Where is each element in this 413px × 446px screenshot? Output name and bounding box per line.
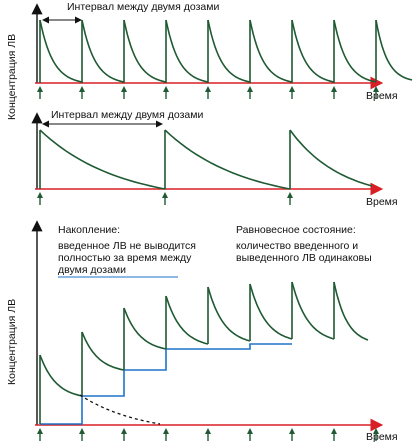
- panel-3-dose-arrow-6: [247, 428, 253, 441]
- panel-3-decay-3: [123, 307, 167, 350]
- panel-1-decay-4: [165, 19, 209, 83]
- panel-1-dose-arrow-3: [121, 86, 127, 99]
- panel-3-dose-arrow-2: [79, 428, 85, 441]
- accumulation-staircase: [40, 343, 292, 425]
- panel-3-decay-2: [81, 331, 125, 371]
- steady-state-title: Равновесное состояние:: [236, 224, 356, 236]
- first-dose-elimination-dashed: [79, 394, 161, 425]
- panel-1-dose-arrow-7: [289, 86, 295, 99]
- panel-2-decay-1: [39, 129, 166, 190]
- panel-2-dose-arrow-2: [162, 192, 168, 205]
- accumulation-line-1: введенное ЛВ не выводится: [58, 240, 196, 252]
- panel-2-time-label: Время: [366, 196, 398, 208]
- panel-1-dose-arrow-2: [79, 86, 85, 99]
- panel-1-decay-7: [291, 19, 335, 83]
- panel-1-dose-arrow-5: [205, 86, 211, 99]
- panel-1-dose-arrow-1: [37, 86, 43, 99]
- panel-3-decay-6: [249, 283, 293, 340]
- panel-3-accumulation-steps: [40, 343, 292, 425]
- steady-state-line-2: выведенного ЛВ одинаковы: [236, 252, 372, 264]
- accumulation-line-2: полностью за время между: [58, 252, 192, 264]
- panel-3-dose-arrow-8: [331, 428, 337, 441]
- panel-3-decay-7: [291, 281, 335, 340]
- panel-1-dose-arrows: [37, 86, 379, 99]
- panel-1-interval-label: Интервал между двумя дозами: [67, 1, 219, 13]
- panel-1-y-label: Концентрация ЛВ: [6, 34, 18, 120]
- panel-1-dose-arrow-6: [247, 86, 253, 99]
- panel-2-infrequent-dosing: Время Интервал между двумя дозами: [31, 109, 398, 208]
- panel-3-dose-arrow-9: [373, 428, 379, 441]
- panel-1-time-label: Время: [366, 90, 398, 102]
- panel-2-interval-label: Интервал между двумя дозами: [51, 109, 203, 121]
- panel-1-dose-arrow-4: [163, 86, 169, 99]
- panel-2-dose-arrow-3: [287, 192, 293, 205]
- panel-3-dose-arrow-1: [37, 428, 43, 441]
- panel-1-decay-8: [333, 19, 377, 83]
- panel-1-frequent-dosing: Время Концентрация ЛВ Интервал между дву…: [6, 1, 413, 120]
- steady-state-line-1: количество введенного и: [236, 240, 358, 252]
- panel-2-dose-arrows: [37, 192, 293, 205]
- panel-3-decay-4: [165, 295, 209, 345]
- panel-2-concentration-curve: [39, 129, 373, 190]
- panel-3-dose-arrow-5: [205, 428, 211, 441]
- panel-3-decay-1: [39, 354, 83, 397]
- panel-3-dose-arrow-3: [121, 428, 127, 441]
- panel-1-decay-1: [39, 19, 83, 83]
- panel-1-decay-2: [81, 19, 125, 83]
- panel-3-concentration-curve: [39, 281, 369, 424]
- panel-3-dose-arrow-7: [289, 428, 295, 441]
- panel-3-dose-arrows: [37, 428, 379, 441]
- panel-3-dose-arrow-4: [163, 428, 169, 441]
- panel-2-decay-3: [289, 129, 373, 187]
- accumulation-line-3: двумя дозами: [58, 264, 126, 276]
- panel-1-decay-5: [207, 19, 251, 83]
- panel-3-y-label: Концентрация ЛВ: [6, 299, 18, 385]
- panel-1-decay-9: [375, 19, 413, 81]
- panel-1-decay-3: [123, 19, 167, 83]
- accumulation-title: Накопление:: [58, 224, 120, 236]
- panel-3-decay-8: [333, 281, 369, 341]
- panel-1-decay-6: [249, 19, 293, 83]
- panel-1-concentration-curve: [39, 19, 413, 83]
- panel-2-decay-2: [164, 129, 291, 190]
- panel-3-time-label: Время: [366, 431, 398, 443]
- panel-1-dose-arrow-9: [373, 86, 379, 99]
- panel-3-accumulation: Время Концентрация ЛВ Накопление: введен…: [6, 220, 398, 443]
- panel-1-dose-arrow-8: [331, 86, 337, 99]
- panel-3-decay-5: [207, 286, 251, 342]
- panel-2-dose-arrow-1: [37, 192, 43, 205]
